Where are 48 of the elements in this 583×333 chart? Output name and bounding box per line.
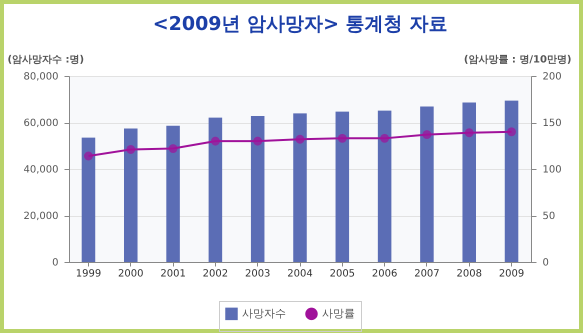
point [380, 134, 390, 143]
legend-label: 사망률 [322, 306, 355, 320]
legend-label: 사망자수 [242, 306, 286, 320]
bar [378, 110, 392, 262]
x-tick-label: 2003 [244, 268, 270, 280]
point [126, 145, 136, 154]
x-tick-label: 1999 [76, 268, 102, 280]
bar [166, 126, 180, 262]
x-tick-label: 2006 [372, 268, 398, 280]
y-axis-title: (암사망자수 :명) [8, 54, 84, 66]
bar [504, 100, 518, 262]
y2-tick-label: 50 [542, 211, 556, 222]
bar [208, 118, 222, 262]
point [296, 134, 304, 144]
bar [250, 116, 264, 262]
bar [462, 102, 476, 262]
point [210, 136, 220, 146]
chart-title: <2009년 암사망자> 통계청 자료 [152, 13, 448, 35]
x-tick-label: 2001 [160, 268, 186, 280]
point [168, 144, 178, 154]
point [422, 130, 432, 140]
y-tick-label: 60,000 [24, 118, 58, 129]
y-tick-label: 20,000 [24, 211, 58, 222]
bar [420, 106, 434, 262]
bar [82, 138, 96, 262]
x-tick-label: 2002 [202, 268, 228, 280]
y2-tick-label: 0 [542, 258, 549, 268]
x-tick-label: 2005 [330, 268, 356, 280]
x-tick-label: 2009 [498, 268, 524, 280]
y2-tick-label: 150 [542, 118, 562, 129]
y2-tick-label: 100 [542, 164, 562, 176]
x-tick-label: 2000 [118, 268, 144, 280]
y2-tick-label: 200 [542, 72, 562, 82]
bar [293, 113, 307, 262]
point [84, 152, 93, 160]
x-tick-label: 2008 [456, 268, 482, 280]
x-tick-label: 2007 [414, 268, 440, 280]
y-tick-label: 0 [52, 258, 58, 268]
x-tick-label: 2004 [287, 268, 313, 280]
bar [124, 128, 138, 262]
y2-axis-title: (암사망률 : 명/10만명) [464, 54, 572, 66]
point [338, 134, 347, 143]
point [253, 136, 262, 146]
point [507, 127, 516, 136]
point [464, 128, 474, 138]
y-tick-label: 80,000 [24, 72, 58, 82]
bar [336, 112, 350, 262]
y-tick-label: 40,000 [24, 164, 58, 176]
